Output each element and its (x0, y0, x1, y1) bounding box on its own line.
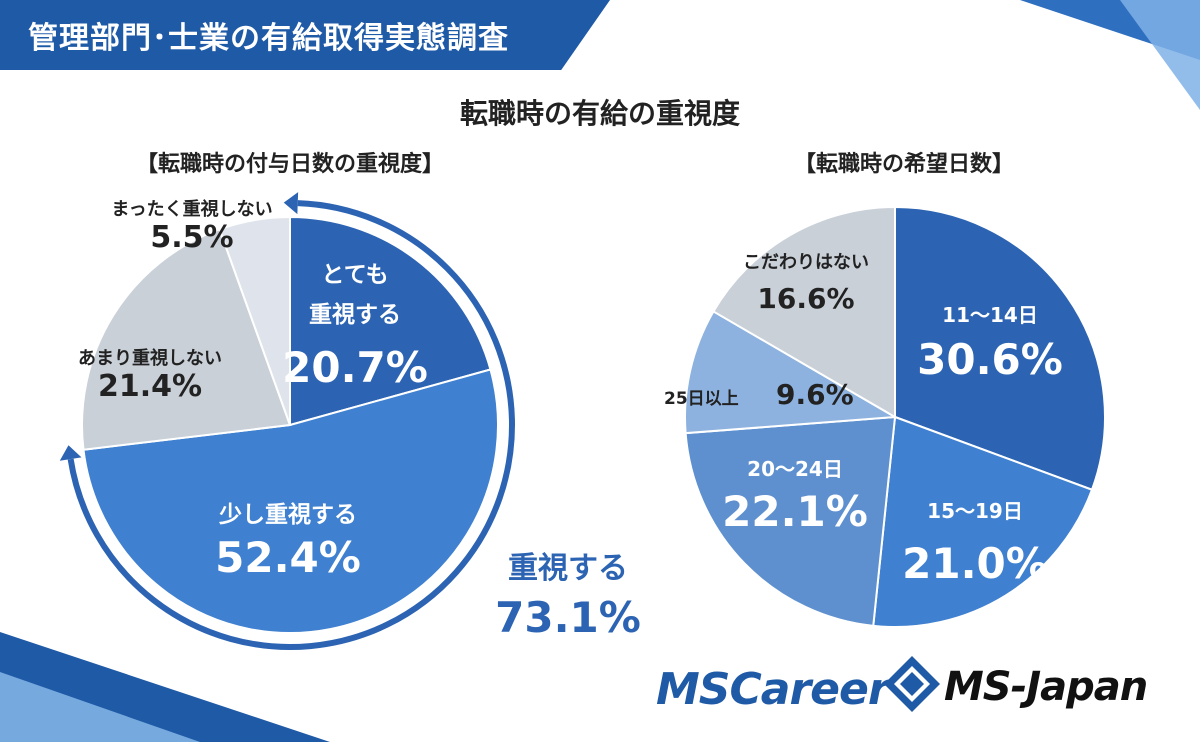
pie2-slice-2 (872, 415, 1094, 628)
emphasis-value: 73.1% (495, 593, 641, 642)
ms-career-logo: MSCareer (656, 664, 890, 715)
emphasis-arc (67, 200, 515, 650)
pie2-value-5: 16.6% (757, 282, 854, 315)
pie2-label-5-line-1: こだわりはない (743, 252, 869, 273)
pie1-label-2-line-1: 少し重視する (218, 502, 357, 528)
pie2-value-2: 21.0% (902, 539, 1048, 588)
pie1-label-1-line-2: 重視する (309, 302, 401, 328)
banner-title: 管理部門･士業の有給取得実態調査 (28, 21, 509, 56)
pie2-label-3-line-1: 20～24日 (747, 457, 843, 481)
pie2-value-3: 22.1% (722, 487, 868, 536)
pie1-value-4: 5.5% (150, 220, 233, 255)
pie1-slice-2 (82, 368, 499, 635)
pie2-value-1: 30.6% (917, 335, 1063, 384)
right-chart-title: 【転職時の希望日数】 (793, 152, 1014, 177)
emphasis-arrowhead-end (59, 445, 82, 461)
pie1-value-3: 21.4% (98, 369, 202, 404)
pie2-label-4: 25日以上 (664, 389, 739, 409)
pie1-label-4-line-1: まったく重視しない (111, 198, 272, 220)
pie2-label-1-line-1: 11～14日 (942, 303, 1038, 327)
pie2-slice-4 (684, 310, 899, 435)
emphasis-arrowhead-start (283, 192, 299, 215)
emphasis-label: 重視する (508, 551, 628, 586)
pie2-slice-5 (712, 205, 896, 419)
pie2-value-4: 9.6% (776, 378, 854, 411)
pie2-label-2-line-1: 15～19日 (927, 499, 1023, 523)
pie1-value-2: 52.4% (215, 533, 361, 582)
pie1-slice-4 (218, 215, 291, 426)
header-banner (0, 0, 610, 70)
pie1-label-3-line-1: あまり重視しない (78, 347, 222, 369)
ms-japan-diamond-icon (884, 656, 940, 712)
pie1-slice-3 (81, 228, 292, 451)
left-chart-title: 【転職時の付与日数の重視度】 (135, 152, 444, 177)
pie2-slice-3 (684, 415, 897, 627)
pie1-value-1: 20.7% (282, 343, 428, 392)
ms-japan-logo: MS-Japan (944, 664, 1148, 710)
pie2-slice-1 (894, 205, 1106, 492)
main-title: 転職時の有給の重視度 (459, 97, 740, 130)
pie1-label-1-line-1: とても (321, 262, 388, 288)
pie1-slice-1 (289, 215, 492, 427)
